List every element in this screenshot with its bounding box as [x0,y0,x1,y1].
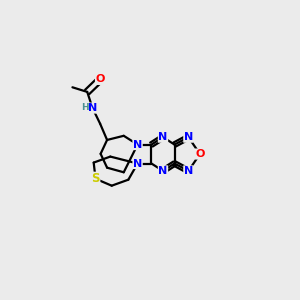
Text: O: O [195,149,205,159]
Text: N: N [158,166,168,176]
Text: N: N [158,132,168,142]
Text: N: N [133,158,142,169]
Text: N: N [133,140,142,150]
Text: N: N [184,132,193,142]
Text: S: S [91,172,100,185]
Text: N: N [88,103,97,113]
Text: N: N [184,166,193,176]
Text: H: H [81,103,89,112]
Text: O: O [95,74,105,84]
